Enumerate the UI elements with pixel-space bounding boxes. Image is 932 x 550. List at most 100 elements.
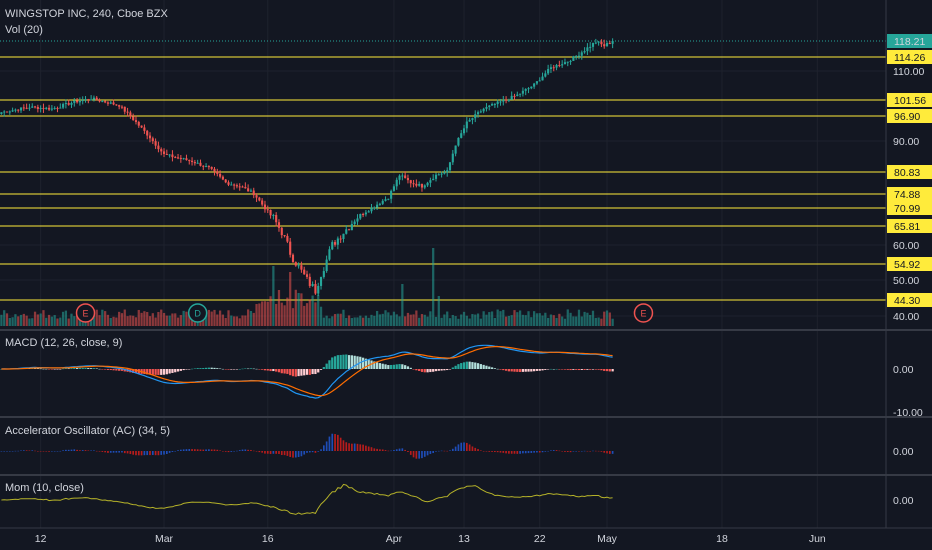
candle[interactable] [600,39,603,48]
candle[interactable] [401,173,404,181]
candle[interactable] [202,165,205,171]
candle[interactable] [84,96,87,103]
candle[interactable] [345,225,348,235]
candle[interactable] [42,103,45,113]
candle[interactable] [549,64,553,73]
candle[interactable] [151,136,154,145]
candle[interactable] [5,111,9,113]
candle[interactable] [474,110,477,123]
candle[interactable] [561,60,564,68]
candle[interactable] [143,124,146,134]
candle[interactable] [440,171,443,178]
mom-legend[interactable]: Mom (10, close) [5,482,84,494]
candle[interactable] [432,174,435,181]
candle[interactable] [78,97,81,106]
candle[interactable] [207,165,210,170]
candle[interactable] [381,199,384,206]
candle[interactable] [566,61,569,67]
candle[interactable] [350,220,353,231]
price-candles[interactable] [0,38,614,296]
candle[interactable] [488,104,491,111]
candle[interactable] [533,82,536,89]
candle[interactable] [283,235,286,238]
candle[interactable] [308,273,311,288]
candle[interactable] [56,106,59,113]
candle[interactable] [272,213,275,220]
candle[interactable] [443,169,446,175]
candle[interactable] [359,213,362,220]
level-price-tag[interactable]: 96.90 [887,109,932,123]
candle[interactable] [521,87,524,97]
candle[interactable] [583,47,586,54]
candle[interactable] [258,196,261,202]
candle[interactable] [387,198,390,201]
candle[interactable] [210,166,213,171]
candle[interactable] [333,240,337,247]
candle[interactable] [558,60,561,68]
candle[interactable] [468,117,471,122]
candle[interactable] [146,129,149,140]
candle[interactable] [261,198,264,207]
candle[interactable] [154,138,157,149]
candle[interactable] [28,103,31,111]
candle[interactable] [373,206,376,211]
candle[interactable] [569,59,572,65]
candle[interactable] [460,129,463,139]
candle[interactable] [305,270,309,280]
candle[interactable] [547,64,550,76]
candle[interactable] [398,174,401,185]
candle[interactable] [491,102,494,106]
candle[interactable] [505,96,508,104]
candle[interactable] [120,105,124,110]
candle[interactable] [499,98,502,106]
candle[interactable] [174,155,177,159]
candle[interactable] [106,101,110,106]
macd-legend[interactable]: MACD (12, 26, close, 9) [5,337,123,349]
candle[interactable] [112,99,115,106]
candle[interactable] [317,282,320,296]
candle[interactable] [328,246,331,261]
momentum-pane[interactable] [1,483,613,515]
candle[interactable] [190,157,194,166]
candle[interactable] [563,58,567,65]
signal-line[interactable] [1,346,613,397]
candle[interactable] [8,110,11,115]
candle[interactable] [423,184,426,190]
candle[interactable] [426,181,429,187]
candle[interactable] [241,185,244,188]
last-price-tag[interactable]: 118.21 [887,34,932,48]
level-price-tag[interactable]: 80.83 [887,165,932,179]
candle[interactable] [544,70,547,78]
level-price-tag[interactable]: 101.56 [887,93,932,107]
ac-pane[interactable] [0,433,614,459]
candle[interactable] [415,179,418,188]
candle[interactable] [552,64,555,72]
candle[interactable] [580,50,583,60]
candle[interactable] [412,179,415,188]
candle[interactable] [434,172,438,182]
candle[interactable] [303,266,306,275]
candle[interactable] [519,93,522,98]
event-marker[interactable]: D [187,303,208,323]
candle[interactable] [367,210,370,213]
candle[interactable] [516,91,519,97]
level-price-tag[interactable]: 44.30 [887,293,932,307]
candle[interactable] [418,181,421,187]
candle[interactable] [0,112,3,115]
candle[interactable] [485,103,488,112]
candle[interactable] [370,203,373,214]
candle[interactable] [87,98,90,104]
candle[interactable] [462,124,466,136]
candle[interactable] [597,40,600,46]
candle[interactable] [118,104,121,110]
candle[interactable] [336,236,339,250]
candle[interactable] [527,87,530,94]
candle[interactable] [269,209,272,219]
candle[interactable] [319,276,323,290]
candle[interactable] [277,219,281,232]
candle[interactable] [493,102,496,108]
candle[interactable] [390,189,393,204]
candle[interactable] [471,117,474,125]
candle[interactable] [59,103,62,109]
